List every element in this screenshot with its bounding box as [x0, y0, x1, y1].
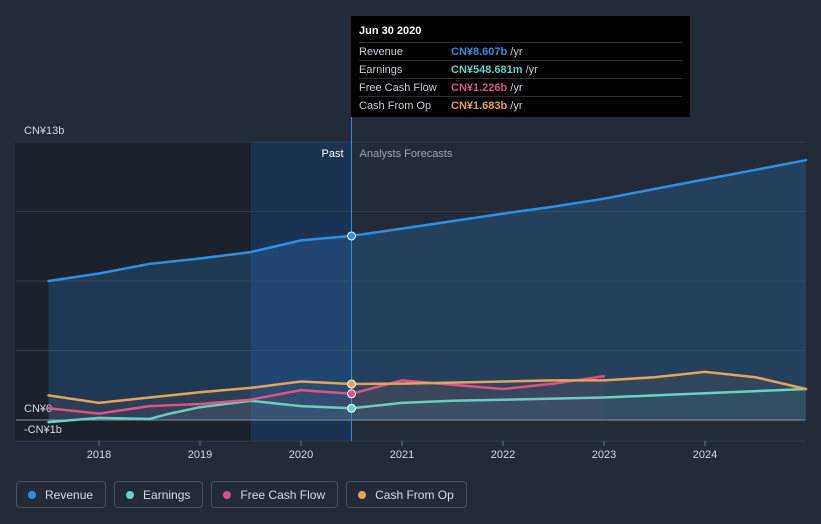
- legend-item-earnings[interactable]: Earnings: [114, 481, 204, 508]
- legend-item-cash-from-op[interactable]: Cash From Op: [346, 481, 467, 508]
- legend-label: Free Cash Flow: [240, 487, 326, 502]
- x-tick-label: 2019: [188, 449, 212, 461]
- legend-label: Cash From Op: [375, 487, 454, 502]
- past-label: Past: [321, 148, 343, 160]
- y-tick-label: -CN¥1b: [24, 424, 62, 436]
- earnings-dot-icon: [126, 490, 135, 499]
- tooltip-value: CN¥1.226b: [451, 81, 508, 94]
- x-tick-label: 2018: [87, 449, 111, 461]
- tooltip-value: CN¥1.683b: [451, 99, 508, 112]
- free-cash-flow-marker: [347, 389, 356, 399]
- cash-from-op-area: [48, 371, 806, 420]
- legend: Revenue Earnings Free Cash Flow Cash Fro…: [16, 481, 467, 508]
- cash-from-op-line: [47, 370, 808, 405]
- tooltip-row-free-cash-flow: Free Cash Flow CN¥1.226b /yr: [359, 79, 682, 97]
- revenue-dot-icon: [28, 490, 36, 499]
- tooltip-label: Cash From Op: [359, 99, 432, 112]
- forecast-label: Analysts Forecasts: [360, 148, 453, 160]
- y-tick-label: CN¥0: [24, 403, 52, 415]
- tooltip-label: Earnings: [359, 63, 403, 76]
- tooltip-row-cash-from-op: Cash From Op CN¥1.683b /yr: [359, 97, 682, 114]
- legend-item-free-cash-flow[interactable]: Free Cash Flow: [211, 481, 339, 508]
- legend-label: Revenue: [45, 487, 94, 502]
- tooltip-label: Revenue: [359, 45, 404, 58]
- cash-from-op-dot-icon: [358, 490, 367, 499]
- x-tick-label: 2023: [592, 449, 616, 461]
- tooltip-value: CN¥548.681m: [451, 63, 523, 76]
- tooltip-row-revenue: Revenue CN¥8.607b /yr: [359, 43, 682, 61]
- tooltip-date: Jun 30 2020: [359, 24, 682, 43]
- legend-item-revenue[interactable]: Revenue: [16, 481, 107, 508]
- free-cash-flow-dot-icon: [223, 490, 232, 499]
- free-cash-flow-area: [48, 376, 604, 420]
- earnings-marker: [347, 403, 356, 413]
- tooltip-unit: /yr: [525, 63, 538, 76]
- free-cash-flow-line: [47, 374, 606, 415]
- tooltip-row-earnings: Earnings CN¥548.681m /yr: [359, 61, 682, 79]
- tooltip-unit: /yr: [510, 99, 523, 112]
- y-tick-label: CN¥13b: [24, 125, 64, 137]
- legend-label: Earnings: [143, 487, 191, 502]
- earnings-line: [47, 387, 808, 424]
- tooltip-value: CN¥8.607b: [451, 45, 508, 58]
- tooltip-label: Free Cash Flow: [359, 81, 437, 94]
- x-tick-label: 2021: [390, 449, 414, 461]
- cash-from-op-marker: [347, 379, 356, 389]
- revenue-area: [48, 160, 806, 420]
- tooltip-unit: /yr: [510, 45, 523, 58]
- revenue-line: [47, 158, 808, 283]
- x-tick-label: 2024: [693, 449, 717, 461]
- x-tick-label: 2020: [289, 449, 313, 461]
- tooltip-unit: /yr: [510, 81, 523, 94]
- revenue-marker: [347, 231, 356, 241]
- tooltip: Jun 30 2020 Revenue CN¥8.607b /yr Earnin…: [351, 16, 690, 117]
- x-tick-label: 2022: [491, 449, 515, 461]
